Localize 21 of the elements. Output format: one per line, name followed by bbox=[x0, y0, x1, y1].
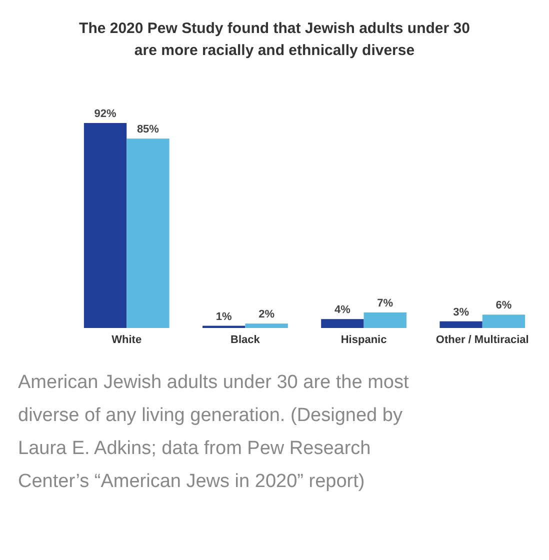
chart-title: The 2020 Pew Study found that Jewish adults under 30 are more racially and ethnically diverse bbox=[79, 20, 470, 59]
data-label: 92% bbox=[94, 108, 116, 120]
bar bbox=[482, 314, 526, 328]
bar bbox=[364, 312, 406, 328]
bar bbox=[84, 123, 127, 328]
data-label: 4% bbox=[334, 304, 351, 316]
bar bbox=[321, 319, 364, 328]
data-label: 6% bbox=[496, 300, 512, 312]
x-tick-label: Black bbox=[230, 334, 261, 346]
bar bbox=[245, 324, 288, 328]
x-tick-label: Other / Multiracial bbox=[436, 334, 529, 346]
data-label: 1% bbox=[216, 310, 232, 323]
data-label: 85% bbox=[136, 124, 160, 136]
bar bbox=[126, 138, 170, 328]
data-label: 2% bbox=[258, 308, 275, 321]
text: American Jewish adults under 30 are the most diverse of any living generation. (Designed by Laura E. Adkins; data from Pew Research Center’s “American Jews in 2020” report) bbox=[18, 372, 410, 492]
bar bbox=[440, 321, 482, 328]
data-label: 3% bbox=[453, 306, 470, 318]
x-tick-label: White bbox=[112, 334, 142, 346]
data-label: 7% bbox=[377, 297, 394, 310]
x-tick-label: Hispanic bbox=[340, 334, 387, 346]
